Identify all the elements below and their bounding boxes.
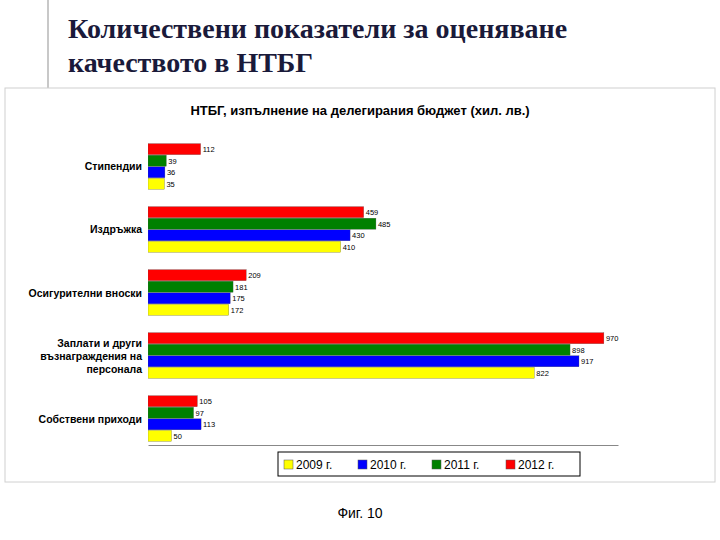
bar	[148, 167, 165, 178]
bar	[148, 396, 197, 407]
bar	[148, 207, 364, 218]
legend-label: 2010 г.	[370, 458, 406, 472]
y-tick-label: Осигурителни вноски	[29, 287, 142, 299]
legend-label: 2012 г.	[518, 458, 554, 472]
y-tick-label-line: Издръжка	[90, 223, 142, 235]
slide-title-line: Количествени показатели за оценяване	[68, 13, 567, 44]
legend: 2009 г. 2010 г. 2011 г. 2012 г.	[278, 452, 580, 476]
legend-box	[278, 452, 580, 476]
data-label: 112	[203, 145, 215, 154]
data-label: 430	[352, 231, 365, 240]
data-label: 35	[166, 180, 174, 189]
x-axis	[149, 445, 619, 446]
y-tick-label-line: възнаграждения на	[40, 350, 142, 362]
bar	[148, 356, 579, 367]
bar	[148, 367, 534, 378]
data-label: 822	[536, 369, 549, 378]
bar	[148, 281, 233, 292]
legend-label: 2009 г.	[296, 458, 332, 472]
data-label: 36	[167, 168, 175, 177]
data-label: 175	[232, 294, 245, 303]
data-label: 97	[196, 409, 204, 418]
x-axis-line	[149, 445, 619, 446]
decor-line	[47, 0, 49, 88]
bar	[148, 155, 166, 166]
data-label: 181	[235, 283, 248, 292]
bar	[148, 430, 172, 441]
legend-swatch	[284, 460, 293, 469]
data-label: 970	[606, 334, 619, 343]
data-label: 410	[343, 243, 356, 252]
data-label: 39	[168, 157, 176, 166]
bar	[148, 241, 341, 252]
legend-label: 2011 г.	[444, 458, 479, 472]
bar	[148, 333, 604, 344]
data-label: 209	[248, 271, 261, 280]
slide: Количествени показатели за оценяванекаче…	[0, 0, 720, 540]
bar	[148, 270, 246, 281]
slide-title-line: качеството в НТБГ	[68, 47, 313, 78]
bar	[148, 293, 230, 304]
data-label: 113	[203, 420, 215, 429]
bars	[148, 144, 604, 442]
data-label: 459	[366, 208, 379, 217]
caption: Фиг. 10	[337, 505, 382, 521]
slide-title: Количествени показатели за оценяванекаче…	[68, 13, 567, 78]
bar	[148, 218, 376, 229]
chart-panel	[5, 88, 715, 482]
bar	[148, 230, 350, 241]
bar	[148, 407, 194, 418]
y-tick-label-line: Стипендии	[85, 160, 142, 172]
bar	[148, 178, 164, 189]
y-tick-label-line: Осигурителни вноски	[29, 287, 142, 299]
data-label: 105	[199, 397, 212, 406]
y-tick-label: Издръжка	[90, 223, 142, 235]
data-label: 172	[231, 306, 244, 315]
data-label: 917	[581, 357, 594, 366]
y-tick-label: Стипендии	[85, 160, 142, 172]
data-label: 898	[572, 346, 585, 355]
bar	[148, 344, 570, 355]
y-tick-label: Заплати и другивъзнаграждения наперсонал…	[40, 337, 142, 375]
bar	[148, 144, 201, 155]
bar	[148, 304, 229, 315]
legend-swatch	[358, 460, 367, 469]
chart-title: НТБГ, изпълнение на делегирания бюджет (…	[190, 103, 529, 118]
y-tick-label: Собствени приходи	[39, 413, 142, 425]
bar	[148, 419, 201, 430]
data-label: 485	[378, 220, 391, 229]
data-labels: 35 410 172 822 50 36 430 175 917 113 39 485 181 898 97…	[166, 145, 618, 441]
data-label: 50	[174, 432, 182, 441]
y-tick-label-line: персонала	[86, 363, 142, 375]
legend-swatch	[432, 460, 441, 469]
y-tick-label-line: Собствени приходи	[39, 413, 142, 425]
legend-swatch	[506, 460, 515, 469]
y-tick-label-line: Заплати и други	[57, 337, 142, 349]
